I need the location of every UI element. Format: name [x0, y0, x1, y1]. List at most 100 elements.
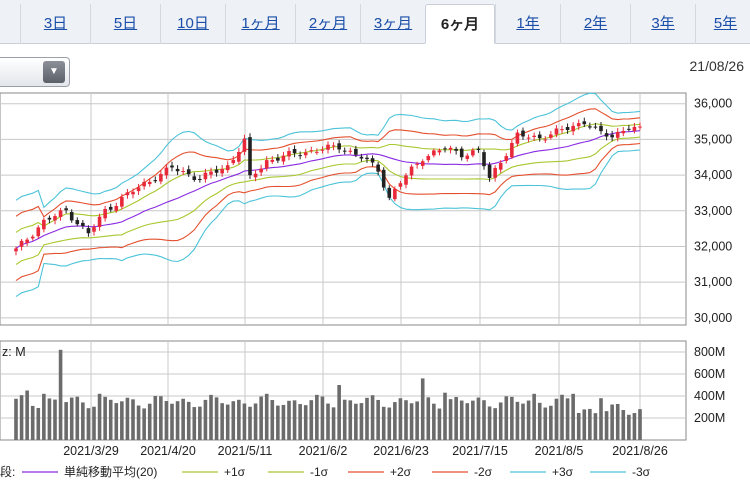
candle [136, 183, 141, 195]
candle-body [170, 165, 174, 168]
candle [398, 180, 403, 190]
tab-9[interactable]: 2年 [560, 4, 630, 44]
candle [638, 122, 642, 131]
candle-body [186, 169, 191, 175]
candle [482, 149, 486, 170]
volume-bar [582, 409, 587, 440]
volume-bar [432, 403, 436, 440]
candle-body [220, 168, 224, 174]
candle-body [393, 188, 397, 200]
volume-bar [621, 410, 626, 440]
tab-5[interactable]: 2ヶ月 [295, 4, 360, 44]
candle-body [565, 127, 570, 131]
candle [437, 148, 442, 156]
volume-bar [81, 402, 85, 440]
candle [376, 161, 380, 176]
candle [510, 140, 514, 159]
candle [108, 203, 113, 213]
volume-bar [225, 404, 230, 440]
volume-bar [487, 406, 492, 440]
candle-body [409, 166, 414, 176]
candle-body [476, 148, 481, 150]
tab-2[interactable]: 5日 [90, 4, 160, 44]
volume-bar [370, 395, 375, 440]
tab-11[interactable]: 5年 [695, 4, 750, 44]
candle [142, 178, 146, 190]
candle [298, 151, 302, 160]
volume-bar [571, 393, 575, 440]
candle [186, 165, 191, 177]
volume-bar [576, 412, 581, 440]
candle [381, 167, 386, 191]
volume-unit-label: z: M [2, 345, 26, 359]
candle [549, 131, 553, 140]
volume-bar [543, 407, 548, 440]
candle-body [387, 187, 392, 198]
candle-body [58, 210, 63, 218]
volume-bar [270, 400, 275, 440]
candle [365, 154, 369, 163]
volume-bar [387, 407, 392, 440]
volume-bar [554, 398, 559, 440]
candle-body [264, 160, 269, 169]
candle [276, 154, 280, 164]
volume-bar [53, 399, 57, 440]
candle-body [120, 197, 124, 207]
volume-bar [493, 408, 497, 440]
candle [19, 238, 24, 251]
candle-body [593, 126, 598, 128]
volume-bar [504, 396, 509, 440]
candle-body [370, 158, 375, 163]
legend-entry: +2σ [390, 465, 412, 479]
candle-body [259, 168, 263, 173]
candle-body [136, 187, 141, 192]
tab-4[interactable]: 1ヶ月 [225, 4, 295, 44]
volume-bar [404, 400, 408, 440]
candle [498, 160, 503, 174]
candle-body [30, 236, 35, 239]
tab-8[interactable]: 1年 [495, 4, 560, 44]
volume-bar [114, 403, 119, 440]
candle-body [537, 134, 542, 139]
tab-6[interactable]: 3ヶ月 [360, 4, 425, 44]
candle [359, 153, 364, 162]
candle-body [448, 147, 453, 150]
volume-bar [276, 405, 280, 440]
candle [426, 154, 431, 163]
volume-bar [426, 397, 431, 440]
candle-body [192, 176, 197, 181]
candle-body [532, 135, 536, 138]
candle [75, 217, 80, 227]
price-tick-label: 34,000 [694, 168, 732, 182]
candle [571, 122, 575, 136]
candle-body [86, 228, 91, 234]
price-tick-label: 35,000 [694, 132, 732, 146]
candle-body [498, 162, 503, 170]
volume-bar [253, 403, 258, 440]
volume-bar [471, 400, 475, 440]
volume-bar [510, 396, 514, 440]
candle-body [25, 239, 29, 243]
volume-bar [231, 401, 236, 440]
tab-7[interactable]: 6ヶ月 [425, 4, 495, 44]
volume-bar [638, 409, 642, 440]
tab-10[interactable]: 3年 [630, 4, 695, 44]
candle [354, 145, 358, 158]
candle [97, 213, 102, 231]
candle-body [270, 159, 275, 162]
volume-bar [153, 396, 158, 440]
tab-1[interactable]: 3日 [20, 4, 90, 44]
candle [515, 129, 520, 147]
candle [242, 134, 247, 156]
candle-body [342, 150, 347, 152]
candle-body [164, 167, 169, 176]
candle-body [398, 183, 403, 187]
tab-3[interactable]: 10日 [160, 4, 225, 44]
candle [615, 128, 620, 142]
candle-body [69, 211, 74, 221]
chart-type-select[interactable]: ▼ [0, 57, 70, 87]
candle-body [582, 121, 587, 125]
candle [315, 148, 319, 155]
candle [131, 188, 135, 199]
volume-bar [237, 399, 241, 440]
